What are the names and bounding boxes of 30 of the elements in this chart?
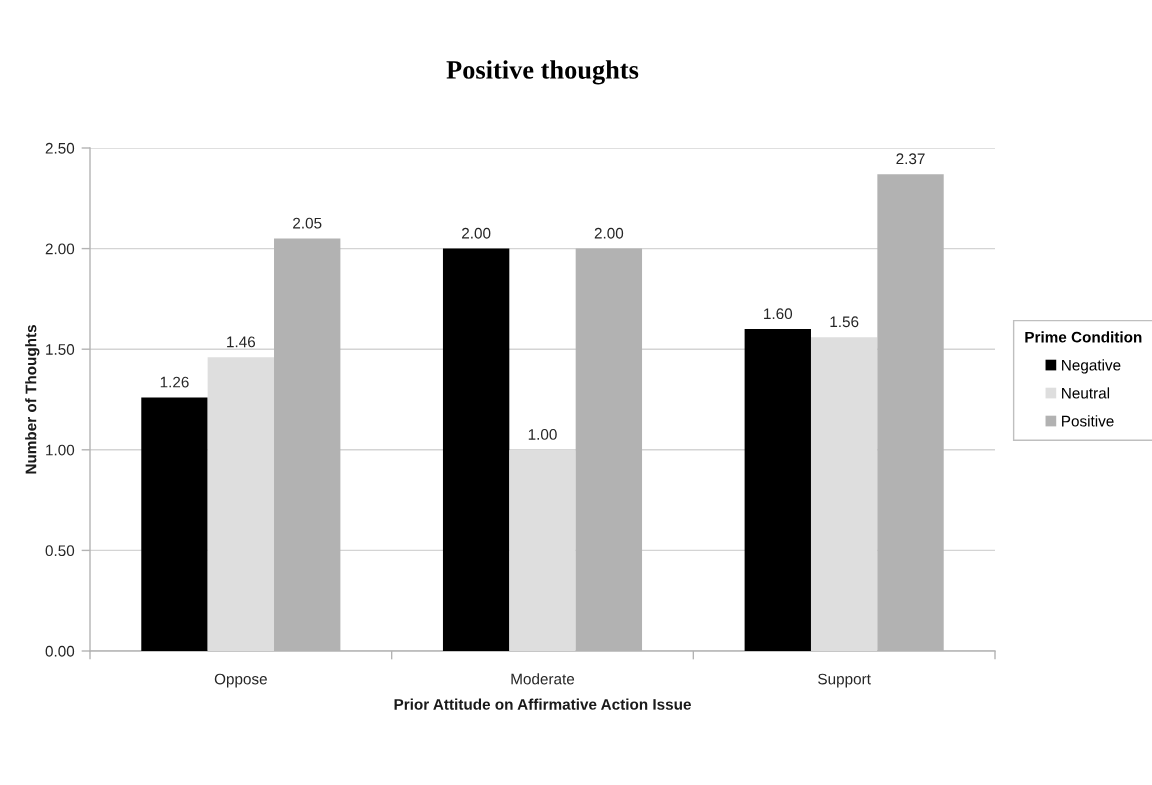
x-tick-label: Support xyxy=(818,673,871,688)
data-label: 2.00 xyxy=(462,227,491,239)
bar xyxy=(810,337,878,651)
chart-title: Positive thoughts xyxy=(446,60,639,85)
y-tick-label: 2.00 xyxy=(45,243,75,255)
bar xyxy=(141,397,208,651)
legend-title: Prime Condition xyxy=(1025,331,1142,343)
legend-label: Negative xyxy=(1062,359,1121,374)
data-label: 2.00 xyxy=(594,227,624,239)
x-tick-label: Moderate xyxy=(511,673,575,685)
data-label: 1.00 xyxy=(528,429,557,440)
x-tick-label: Oppose xyxy=(214,673,267,688)
y-tick-label: 0.00 xyxy=(45,645,75,657)
data-label: 1.56 xyxy=(830,316,859,328)
y-axis-title: Number of Thoughts xyxy=(25,325,40,474)
bar xyxy=(744,329,811,651)
y-tick-label: 2.50 xyxy=(45,142,75,154)
bar xyxy=(442,248,510,651)
data-label: 1.46 xyxy=(227,336,256,348)
y-tick-label: 1.00 xyxy=(46,444,75,456)
data-label: 1.60 xyxy=(764,308,793,320)
y-tick-label: 0.50 xyxy=(45,545,75,557)
legend-label: Neutral xyxy=(1062,387,1110,399)
bar xyxy=(207,357,275,651)
legend-label: Positive xyxy=(1062,415,1114,427)
x-axis-title: Prior Attitude on Affirmative Action Issue xyxy=(394,698,691,710)
data-label: 2.05 xyxy=(293,217,322,229)
y-tick-label: 1.50 xyxy=(46,344,75,355)
data-label: 1.26 xyxy=(160,376,189,388)
data-label: 2.37 xyxy=(896,153,925,165)
